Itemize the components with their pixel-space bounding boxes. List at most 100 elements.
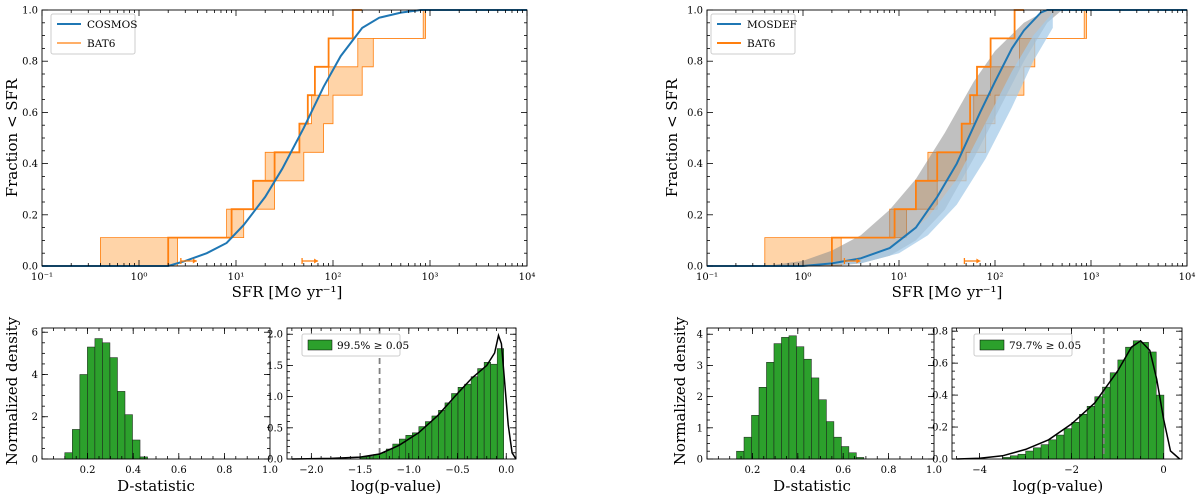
cdf-left-legend: COSMOS BAT6	[50, 13, 137, 55]
y-tick-label: 2.0	[267, 330, 283, 341]
dstat-left-axes: 0.2 0.4 0.6 0.8 1.0 0 2 4 6	[32, 327, 278, 476]
y-tick-label: 0.8	[932, 327, 948, 338]
kde-curve	[291, 332, 517, 460]
histogram-bar	[444, 402, 452, 460]
pval-left-xlabel: log(p-value)	[351, 477, 442, 495]
bat6-step-line	[167, 9, 363, 266]
histogram-bar	[1132, 340, 1142, 460]
x-tick-label: 0.2	[744, 465, 760, 476]
histogram-bar	[117, 391, 126, 460]
x-tick-label: 10³	[422, 272, 439, 283]
legend-label-cosmos: COSMOS	[87, 19, 137, 31]
x-tick-label: 0.6	[171, 465, 187, 476]
dstat-left-ylabel: Normalized density	[3, 316, 21, 465]
histogram-bar	[1056, 434, 1065, 460]
pval-right-legend: 79.7% ≥ 0.05	[973, 333, 1081, 357]
histogram-bar	[102, 342, 111, 460]
legend-frame	[973, 333, 1073, 357]
y-tick-label: 0.0	[267, 455, 283, 466]
dstat-right-axes: 0.2 0.4 0.6 0.8 1.0 0 1 2 3 4	[697, 327, 942, 476]
histogram-bar	[818, 399, 827, 460]
histogram-bar	[109, 357, 118, 460]
histogram-bar	[79, 374, 88, 460]
legend-label-mosdef: MOSDEF	[747, 19, 797, 31]
y-tick-label: 1.0	[22, 6, 38, 17]
cdf-panel-left: 10⁻¹ 10⁰ 10¹ 10² 10³ 10⁴ 0.0 0.2 0.4 0.6 0.8 1.0 SF…	[3, 6, 535, 302]
histogram-bar	[1010, 455, 1019, 460]
y-tick-label: 0.2	[687, 210, 703, 221]
cdf-right-axes: 10⁻¹ 10⁰ 10¹ 10² 10³ 10⁴ 0.0 0.2 0.4 0.6 0.8 1.0	[687, 6, 1195, 284]
cdf-right-legend: MOSDEF BAT6	[710, 13, 797, 55]
y-tick-label: 3	[697, 361, 703, 372]
cdf-right-ylabel: Fraction < SFR	[663, 78, 681, 197]
x-tick-label: 0.8	[216, 465, 232, 476]
histogram-bar	[1017, 453, 1026, 460]
y-tick-label: 1.0	[687, 6, 703, 17]
legend-frame	[301, 333, 401, 357]
x-tick-label: 1.0	[926, 465, 942, 476]
y-tick-label: 2	[32, 412, 38, 423]
y-tick-label: 0.0	[22, 262, 38, 273]
pval-hist-right: −4 −2 0 0.0 0.2 0.4 0.6 0.8 log(p-value) 79.7% …	[932, 327, 1183, 495]
x-tick-label: 0.0	[498, 465, 514, 476]
histogram-bar	[72, 429, 81, 460]
cdf-left-axes: 10⁻¹ 10⁰ 10¹ 10² 10³ 10⁴ 0.0 0.2 0.4 0.6 0.8 1.0	[22, 6, 535, 284]
dstat-right-plot-area	[736, 335, 865, 460]
x-tick-label: 0	[1160, 465, 1166, 476]
y-tick-label: 0	[32, 455, 38, 466]
histogram-bar	[803, 358, 812, 460]
y-tick-label: 0.0	[932, 455, 948, 466]
histogram-bar	[132, 439, 141, 460]
x-tick-label: 10³	[1083, 272, 1100, 283]
legend-label-bat6: BAT6	[87, 38, 116, 50]
histogram-bar	[438, 410, 446, 460]
histogram-bar	[758, 387, 767, 460]
cdf-left-xlabel: SFR [M⊙ yr⁻¹]	[232, 283, 343, 301]
legend-swatch-hist	[307, 339, 333, 351]
cdf-left-plot-area	[42, 9, 528, 267]
x-tick-label: 1.0	[262, 465, 278, 476]
y-tick-label: 0.6	[687, 108, 703, 119]
cdf-right-xlabel: SFR [M⊙ yr⁻¹]	[892, 283, 1003, 301]
cdf-left-ylabel: Fraction < SFR	[3, 78, 21, 197]
x-tick-label: 0.2	[80, 465, 96, 476]
x-tick-label: 10¹	[891, 272, 908, 283]
y-tick-label: 0.8	[22, 57, 38, 68]
histogram-bar	[841, 446, 850, 460]
histogram-bar	[848, 452, 857, 460]
histogram-bar	[470, 376, 478, 460]
pval-left-axes: −2.0 −1.5 −1.0 −0.5 0.0 0.0 0.5 1.0 1.5 2.0	[267, 327, 517, 476]
x-tick-label: 10¹	[228, 272, 245, 283]
histogram-bar	[1155, 394, 1165, 460]
x-tick-label: 10⁻¹	[31, 272, 53, 283]
histogram-bar	[788, 335, 797, 460]
y-tick-label: 0	[697, 455, 703, 466]
histogram-bar	[1140, 342, 1149, 460]
pval-right-axes: −4 −2 0 0.0 0.2 0.4 0.6 0.8	[932, 327, 1183, 476]
y-tick-label: 1	[697, 423, 703, 434]
histogram-bar	[490, 363, 498, 460]
histogram-bar	[124, 414, 133, 460]
axes-frame	[286, 327, 517, 460]
y-tick-label: 1.0	[267, 392, 283, 403]
x-tick-label: −2.0	[299, 465, 323, 476]
histogram-bar	[94, 338, 103, 460]
dstat-hist-left: 0.2 0.4 0.6 0.8 1.0 0 2 4 6 D-statistic Normaliz…	[3, 316, 278, 495]
histogram-bar	[1071, 422, 1080, 460]
histogram-bar	[425, 421, 433, 460]
y-tick-label: 0.2	[932, 423, 948, 434]
y-tick-label: 0.4	[687, 159, 703, 170]
axes-frame	[951, 327, 1183, 460]
x-tick-label: 0.8	[881, 465, 897, 476]
lower-limit-arrowhead	[192, 258, 197, 264]
dstat-left-xlabel: D-statistic	[117, 477, 195, 495]
histogram-bar	[826, 421, 835, 460]
histogram-bar	[464, 383, 472, 460]
histogram-bar	[64, 452, 73, 460]
histogram-bar	[1086, 406, 1096, 460]
pval-hist-left: −2.0 −1.5 −1.0 −0.5 0.0 0.0 0.5 1.0 1.5 2.0 log(p…	[267, 327, 517, 495]
gray-uncertainty-band	[764, 10, 1063, 266]
legend-label-fraction: 79.7% ≥ 0.05	[1009, 340, 1081, 352]
bat6-range-band	[100, 10, 528, 266]
cdf-right-plot-area	[707, 9, 1187, 267]
